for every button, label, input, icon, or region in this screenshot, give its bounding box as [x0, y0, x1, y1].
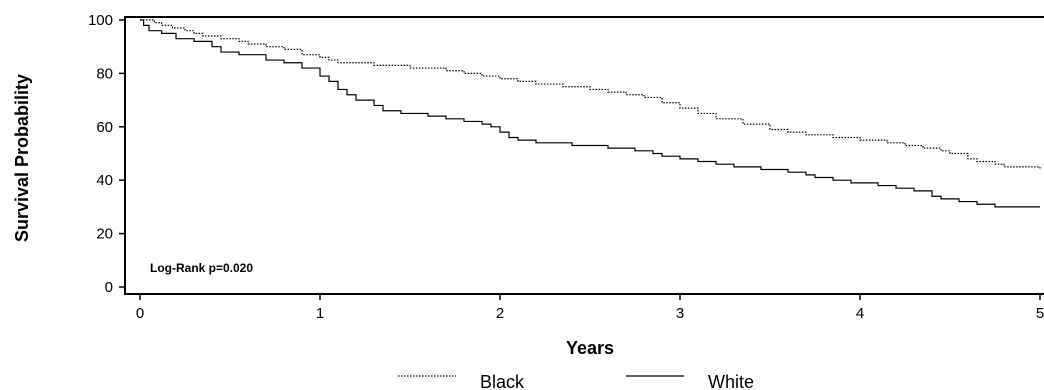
legend-label-white: White [708, 372, 754, 390]
log-rank-annotation: Log-Rank p=0.020 [150, 261, 253, 275]
y-axis: 0 20 40 60 80 100 [88, 12, 125, 296]
x-axis-title: Years [566, 338, 614, 358]
legend: Black White [398, 372, 754, 390]
y-tick-label: 0 [105, 279, 113, 296]
x-tick-label: 0 [136, 305, 144, 322]
y-tick-label: 40 [96, 172, 113, 189]
x-tick-label: 3 [676, 305, 684, 322]
curve-black [140, 19, 1041, 170]
y-tick-label: 100 [88, 12, 113, 29]
curve-white [140, 19, 1040, 208]
x-tick-label: 1 [316, 305, 324, 322]
x-tick-label: 4 [856, 305, 864, 322]
x-tick-label: 2 [496, 305, 504, 322]
y-tick-label: 80 [96, 65, 113, 82]
y-tick-label: 60 [96, 119, 113, 136]
y-axis-title: Survival Probability [12, 74, 32, 242]
plot-border [124, 16, 1044, 295]
x-tick-label: 5 [1036, 305, 1044, 322]
legend-label-black: Black [480, 372, 525, 390]
x-axis: 0 1 2 3 4 5 [136, 294, 1044, 322]
survival-curves [140, 19, 1041, 208]
plot-frame [124, 16, 1044, 295]
y-tick-label: 20 [96, 226, 113, 243]
